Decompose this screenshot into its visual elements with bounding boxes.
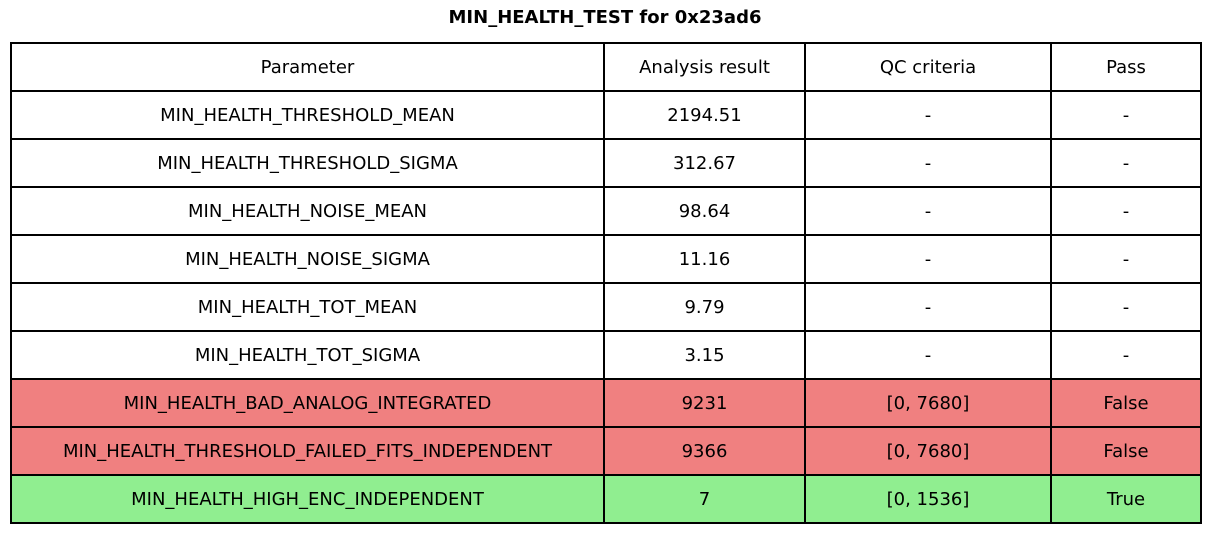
qc-criteria-cell: - (804, 90, 1052, 140)
pass-cell: - (1050, 234, 1202, 284)
header-cell-parameter: Parameter (10, 42, 605, 92)
parameter-cell: MIN_HEALTH_NOISE_MEAN (10, 186, 605, 236)
pass-cell: False (1050, 378, 1202, 428)
table-row: MIN_HEALTH_TOT_SIGMA 3.15 - - (10, 330, 1202, 380)
result-cell: 2194.51 (603, 90, 806, 140)
qc-criteria-cell: - (804, 138, 1052, 188)
result-cell: 7 (603, 474, 806, 524)
parameter-cell: MIN_HEALTH_HIGH_ENC_INDEPENDENT (10, 474, 605, 524)
table-row: MIN_HEALTH_THRESHOLD_SIGMA 312.67 - - (10, 138, 1202, 188)
pass-cell: - (1050, 90, 1202, 140)
table-row-failed: MIN_HEALTH_BAD_ANALOG_INTEGRATED 9231 [0… (10, 378, 1202, 428)
header-cell-qc-criteria: QC criteria (804, 42, 1052, 92)
pass-cell: - (1050, 282, 1202, 332)
qc-criteria-cell: - (804, 186, 1052, 236)
result-cell: 9.79 (603, 282, 806, 332)
parameter-cell: MIN_HEALTH_BAD_ANALOG_INTEGRATED (10, 378, 605, 428)
table-row: MIN_HEALTH_NOISE_SIGMA 11.16 - - (10, 234, 1202, 284)
header-row: Parameter Analysis result QC criteria Pa… (10, 42, 1202, 92)
parameter-cell: MIN_HEALTH_TOT_SIGMA (10, 330, 605, 380)
table-row-failed: MIN_HEALTH_THRESHOLD_FAILED_FITS_INDEPEN… (10, 426, 1202, 476)
parameter-cell: MIN_HEALTH_THRESHOLD_SIGMA (10, 138, 605, 188)
qc-criteria-cell: [0, 1536] (804, 474, 1052, 524)
result-cell: 98.64 (603, 186, 806, 236)
parameter-cell: MIN_HEALTH_THRESHOLD_FAILED_FITS_INDEPEN… (10, 426, 605, 476)
parameter-cell: MIN_HEALTH_TOT_MEAN (10, 282, 605, 332)
result-cell: 9231 (603, 378, 806, 428)
table-row: MIN_HEALTH_NOISE_MEAN 98.64 - - (10, 186, 1202, 236)
parameter-cell: MIN_HEALTH_NOISE_SIGMA (10, 234, 605, 284)
pass-cell: False (1050, 426, 1202, 476)
pass-cell: - (1050, 330, 1202, 380)
pass-cell: - (1050, 138, 1202, 188)
qc-criteria-cell: - (804, 282, 1052, 332)
qc-criteria-cell: [0, 7680] (804, 426, 1052, 476)
table-row: MIN_HEALTH_TOT_MEAN 9.79 - - (10, 282, 1202, 332)
pass-cell: True (1050, 474, 1202, 524)
pass-cell: - (1050, 186, 1202, 236)
header-cell-analysis-result: Analysis result (603, 42, 806, 92)
result-cell: 11.16 (603, 234, 806, 284)
qc-criteria-cell: - (804, 234, 1052, 284)
result-cell: 3.15 (603, 330, 806, 380)
table-row: MIN_HEALTH_THRESHOLD_MEAN 2194.51 - - (10, 90, 1202, 140)
results-table: Parameter Analysis result QC criteria Pa… (10, 42, 1202, 524)
header-cell-pass: Pass (1050, 42, 1202, 92)
page-title: MIN_HEALTH_TEST for 0x23ad6 (448, 7, 762, 28)
result-cell: 312.67 (603, 138, 806, 188)
result-cell: 9366 (603, 426, 806, 476)
qc-criteria-cell: - (804, 330, 1052, 380)
qc-criteria-cell: [0, 7680] (804, 378, 1052, 428)
table-row-passed: MIN_HEALTH_HIGH_ENC_INDEPENDENT 7 [0, 15… (10, 474, 1202, 524)
parameter-cell: MIN_HEALTH_THRESHOLD_MEAN (10, 90, 605, 140)
